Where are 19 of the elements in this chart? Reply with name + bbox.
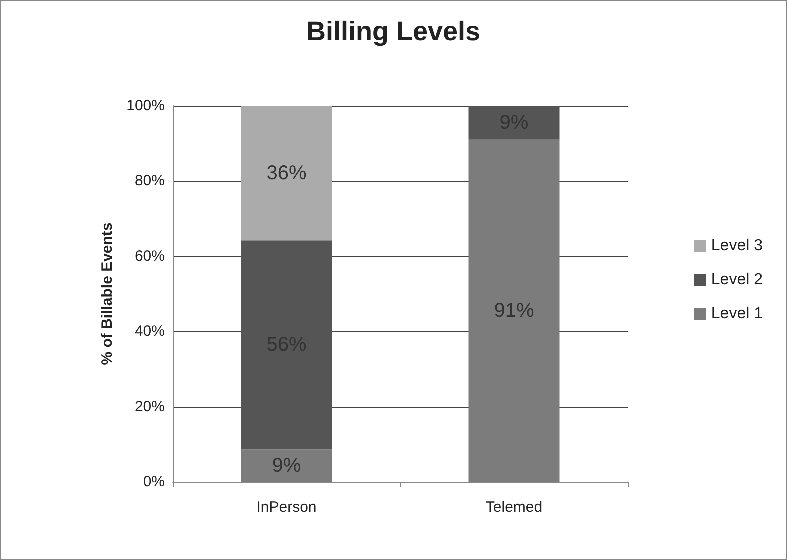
bar (241, 240, 332, 450)
legend-label: Level 1 (711, 306, 764, 322)
data-label: 91% (494, 300, 534, 322)
y-tick-label: 80% (134, 172, 165, 190)
data-label: 36% (266, 162, 307, 184)
legend-label: Level 3 (711, 238, 764, 254)
chart-title: Billing Levels (306, 16, 481, 46)
x-tick-label: InPerson (256, 499, 317, 516)
data-label: 9% (272, 454, 302, 477)
x-tick-label: Telemed (486, 499, 543, 516)
bar (241, 106, 332, 241)
bar (468, 106, 560, 140)
y-axis-title: % of Billable Events (99, 222, 116, 366)
y-tick-label: 60% (134, 248, 165, 265)
y-tick-label: 40% (134, 323, 165, 340)
y-tick-label: 20% (134, 398, 165, 416)
y-tick-label: 100% (126, 98, 165, 114)
legend-label: Level 2 (711, 272, 764, 288)
y-tick-label: 0% (143, 474, 165, 490)
